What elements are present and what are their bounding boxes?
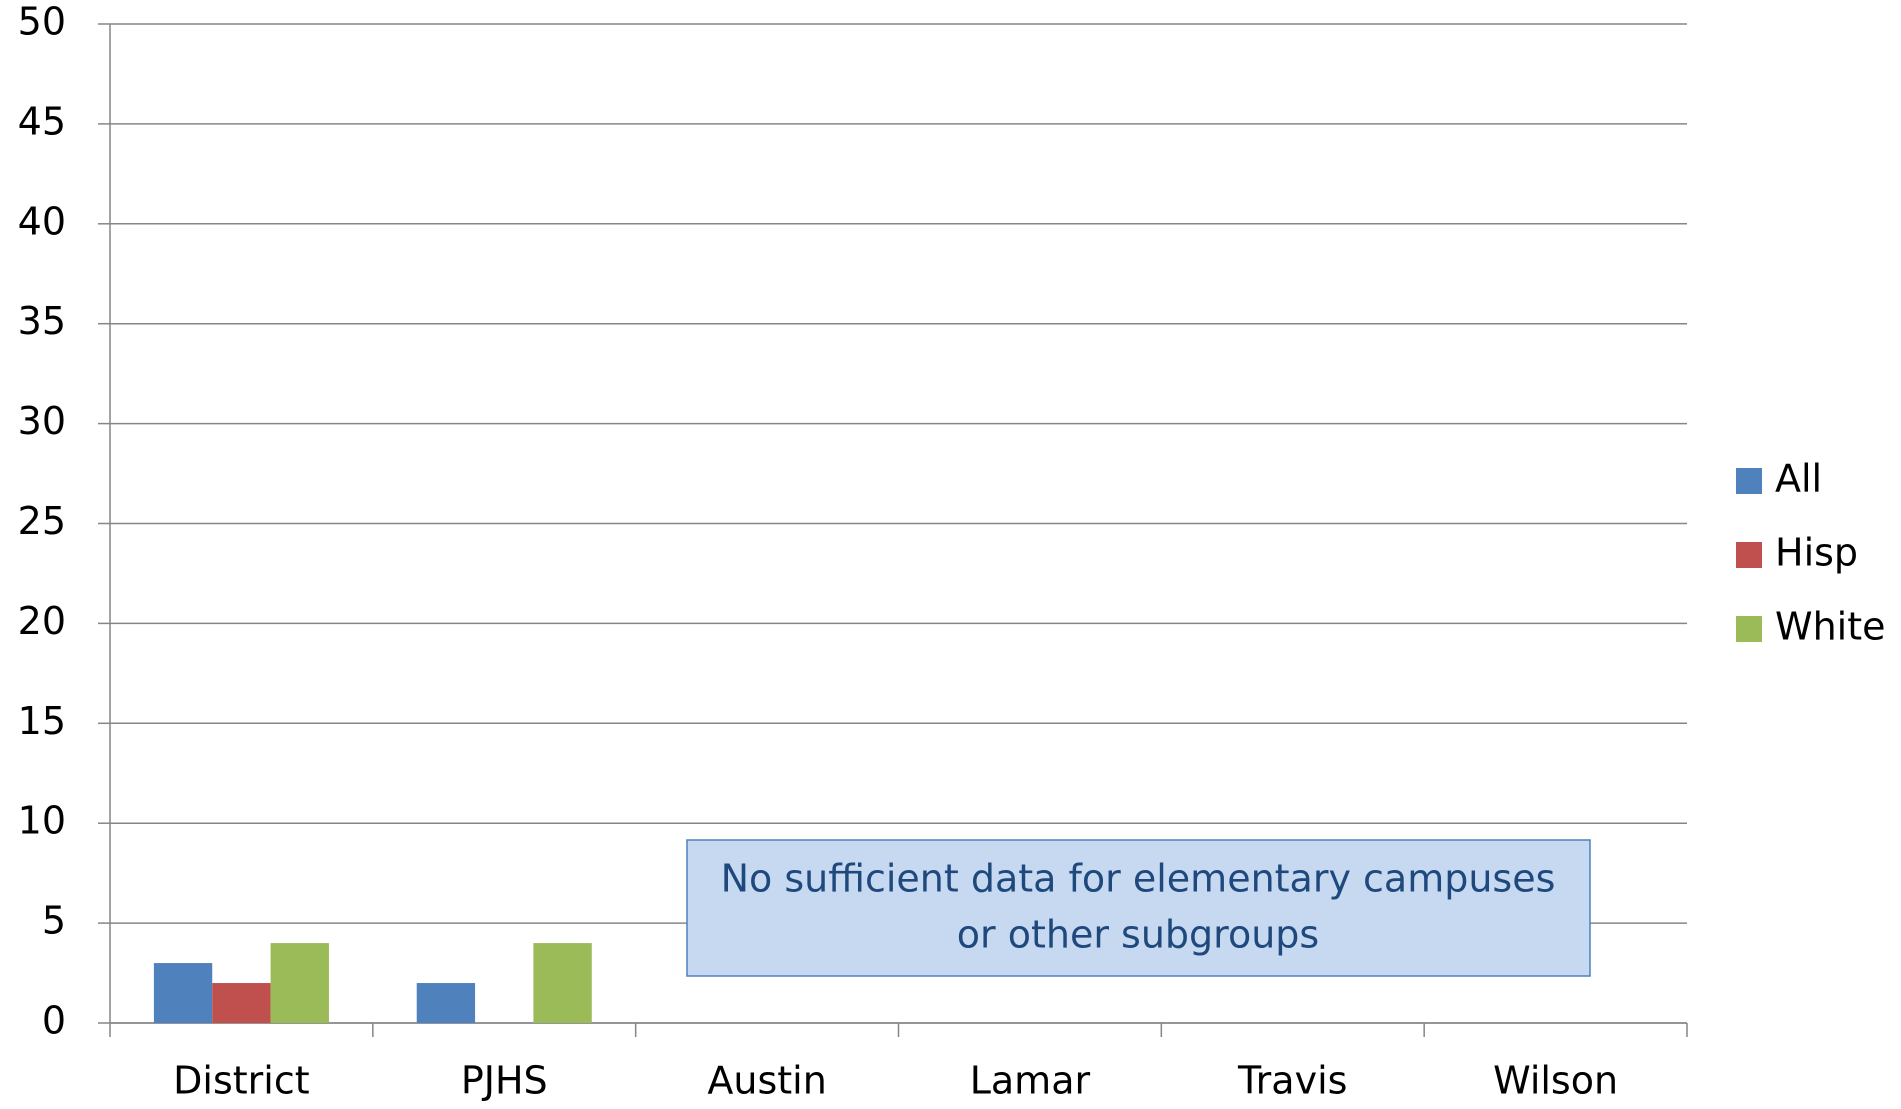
y-tick-label: 25: [18, 499, 66, 543]
x-tick-label: Lamar: [970, 1059, 1091, 1103]
y-tick-label: 20: [18, 599, 66, 643]
y-tick-label: 40: [18, 199, 66, 243]
bar: [416, 983, 476, 1023]
x-tick-label: Austin: [707, 1059, 826, 1103]
y-tick-label: 0: [42, 999, 66, 1043]
legend-label: White: [1775, 605, 1886, 649]
bar: [270, 943, 329, 1023]
legend-swatch: [1736, 616, 1762, 642]
annotation-line: No sufficient data for elementary campus…: [721, 857, 1556, 901]
legend-swatch: [1736, 468, 1762, 494]
bar: [533, 943, 592, 1023]
bar: [153, 963, 213, 1023]
legend-swatch: [1736, 542, 1762, 568]
annotation-line: or other subgroups: [957, 913, 1319, 957]
legend-label: Hisp: [1775, 531, 1858, 575]
x-tick-label: District: [173, 1059, 310, 1103]
annotation-box: [686, 839, 1591, 977]
x-tick-label: Travis: [1237, 1059, 1347, 1103]
legend-label: All: [1775, 457, 1822, 501]
y-tick-label: 5: [42, 899, 66, 943]
y-tick-label: 30: [18, 399, 66, 443]
y-tick-label: 35: [18, 299, 66, 343]
x-tick-label: PJHS: [461, 1059, 548, 1103]
y-tick-label: 45: [18, 99, 66, 143]
y-tick-label: 15: [18, 699, 66, 743]
x-tick-label: Wilson: [1493, 1059, 1618, 1103]
y-tick-label: 10: [18, 799, 66, 843]
bar: [212, 983, 271, 1023]
y-tick-label: 50: [18, 0, 66, 44]
